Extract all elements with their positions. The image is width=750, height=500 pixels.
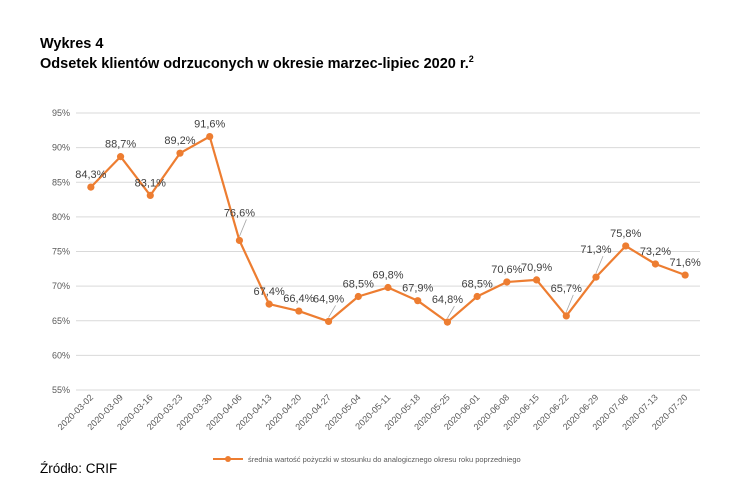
data-label: 68,5% — [462, 279, 493, 291]
data-point — [176, 149, 184, 157]
label-leader-line — [565, 294, 574, 313]
y-tick-label: 55% — [52, 385, 70, 395]
chart-title-text: Odsetek klientów odrzuconych w okresie m… — [40, 56, 469, 72]
data-point — [354, 292, 362, 301]
data-label: 71,6% — [670, 257, 701, 269]
data-label: 89,2% — [164, 135, 195, 147]
data-point — [414, 297, 422, 305]
data-label: 71,3% — [580, 244, 611, 256]
chart-number: Wykres 4 — [40, 36, 104, 52]
source-note: Źródło: CRIF — [40, 461, 118, 476]
label-leader-line — [447, 305, 455, 319]
data-point — [562, 312, 570, 320]
data-point — [295, 307, 303, 315]
y-tick-label: 75% — [52, 247, 70, 257]
data-point — [116, 153, 125, 161]
y-tick-label: 90% — [52, 143, 70, 153]
chart-title: Odsetek klientów odrzuconych w okresie m… — [40, 54, 474, 74]
footnote-mark: 2 — [468, 54, 474, 65]
data-point — [265, 300, 273, 308]
y-tick-label: 80% — [52, 212, 70, 222]
data-point — [681, 271, 689, 279]
data-point — [87, 183, 95, 191]
y-tick-label: 70% — [52, 281, 70, 291]
data-point — [503, 278, 511, 286]
data-point — [473, 292, 481, 301]
label-leader-line — [595, 255, 604, 274]
data-label: 91,6% — [194, 119, 225, 131]
data-label: 83,1% — [135, 177, 166, 189]
data-point — [651, 260, 660, 268]
data-point — [592, 273, 600, 281]
data-point — [146, 191, 154, 200]
label-leader-line — [239, 219, 247, 237]
data-label: 70,9% — [521, 262, 552, 274]
data-label: 84,3% — [75, 169, 106, 181]
chart-heading: Wykres 4 Odsetek klientów odrzuconych w … — [40, 34, 474, 74]
data-label: 73,2% — [640, 246, 671, 258]
data-label: 75,8% — [610, 228, 641, 240]
data-label: 64,9% — [313, 293, 344, 305]
y-tick-label: 60% — [52, 350, 70, 360]
series-line — [90, 135, 686, 324]
data-label: 76,6% — [224, 207, 255, 219]
data-label: 66,4% — [283, 293, 314, 305]
data-point — [622, 242, 630, 250]
y-tick-label: 65% — [52, 316, 70, 326]
y-tick-label: 85% — [52, 177, 70, 187]
data-label: 68,5% — [343, 279, 374, 291]
data-label: 67,9% — [402, 283, 433, 295]
data-point — [532, 276, 541, 284]
data-point — [324, 317, 333, 326]
data-label: 88,7% — [105, 139, 136, 151]
label-leader-line — [328, 305, 336, 318]
legend-label: średnia wartość pożyczki w stosunku do a… — [248, 455, 521, 464]
data-label: 69,8% — [372, 270, 403, 282]
y-tick-label: 95% — [52, 108, 70, 118]
data-point — [235, 236, 244, 245]
data-point — [206, 132, 214, 141]
data-point — [384, 283, 392, 292]
data-label: 70,6% — [491, 264, 522, 276]
data-label: 67,4% — [254, 286, 285, 298]
data-label: 64,8% — [432, 294, 463, 306]
legend-marker — [225, 456, 231, 462]
data-label: 65,7% — [551, 283, 582, 295]
data-point — [443, 318, 452, 326]
